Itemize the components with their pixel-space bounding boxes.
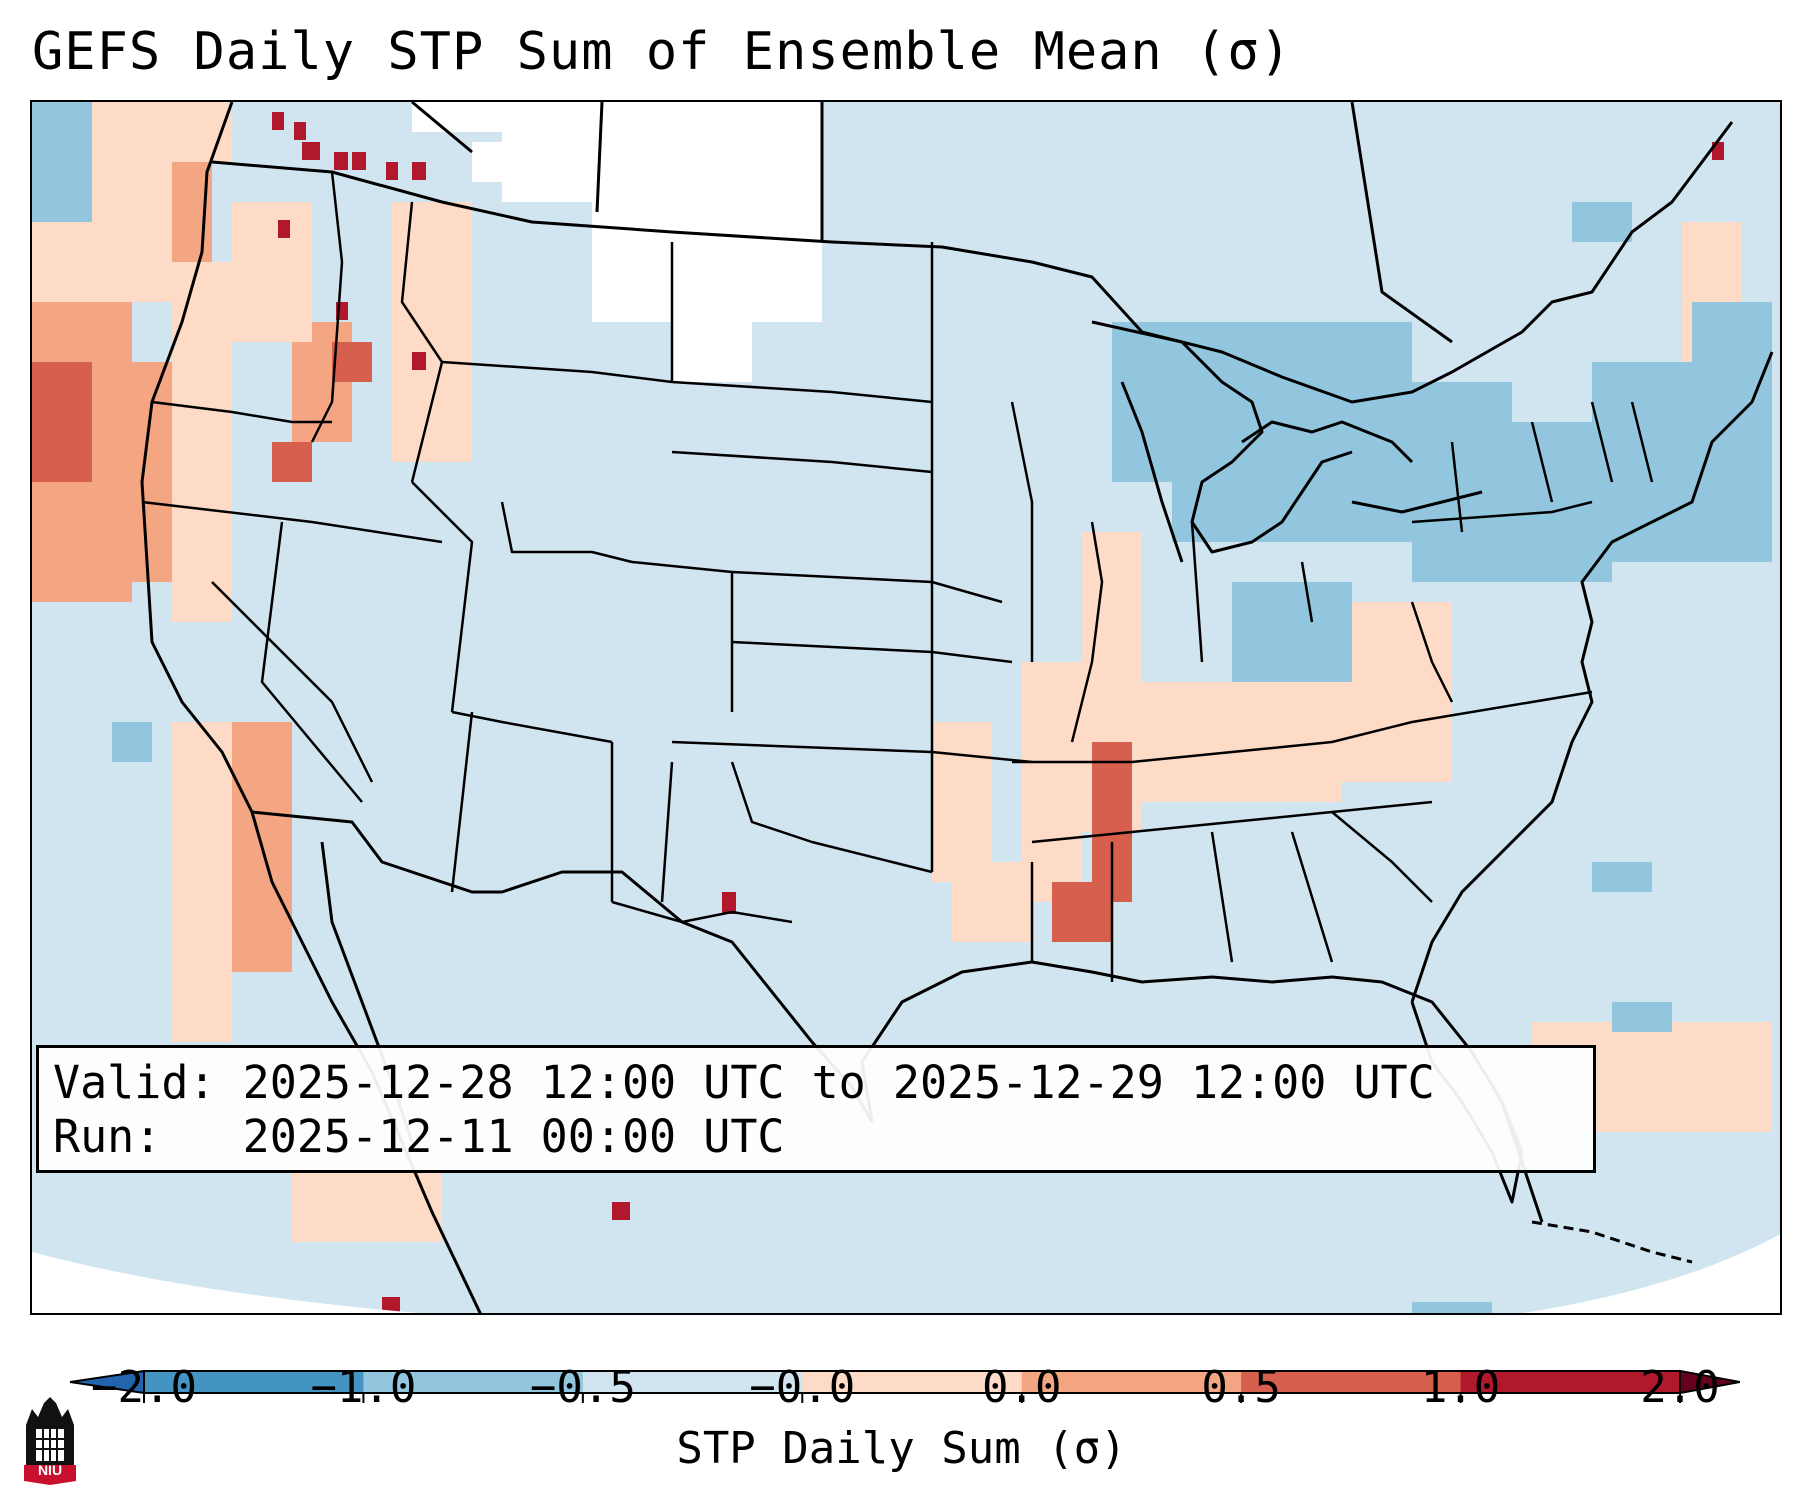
colorbar-tick-label: 0.5 xyxy=(1201,1362,1281,1413)
colorbar-label: STP Daily Sum (σ) xyxy=(676,1423,1127,1474)
colorbar xyxy=(70,1369,1740,1403)
colorbar-bin xyxy=(802,1371,1023,1393)
colorbar-bin xyxy=(1460,1371,1681,1393)
run-value: 2025-12-11 00:00 UTC xyxy=(242,1110,785,1163)
niu-tower-logo-icon xyxy=(24,1397,76,1485)
colorbar-tick-label: −0.0 xyxy=(749,1362,856,1413)
colorbar-tick-label: 2.0 xyxy=(1640,1362,1720,1413)
colorbar-bin xyxy=(363,1371,584,1393)
colorbar-tick-label: 1.0 xyxy=(1420,1362,1501,1413)
domain-edge xyxy=(32,1234,1780,1313)
colorbar-tick-label: −2.0 xyxy=(91,1362,197,1413)
anomaly-field xyxy=(32,102,1772,1313)
colorbar-tick-label: 0.0 xyxy=(981,1362,1062,1413)
validity-info-box: Valid: 2025-12-28 12:00 UTC to 2025-12-2… xyxy=(36,1045,1596,1173)
negative-anomaly-east xyxy=(32,102,1772,1313)
boundaries xyxy=(140,102,1774,1313)
colorbar-bin xyxy=(144,1371,364,1393)
near-zero-area xyxy=(412,102,822,382)
country-borders xyxy=(211,102,1734,1123)
colorbar-tick-label: −1.0 xyxy=(310,1362,417,1413)
colorbar-bin xyxy=(1241,1371,1462,1393)
run-label: Run: xyxy=(53,1110,162,1163)
valid-label: Valid: xyxy=(53,1056,216,1109)
moderate-positive-anomaly xyxy=(32,342,1132,942)
chart-title: GEFS Daily STP Sum of Ensemble Mean (σ) xyxy=(32,22,1292,82)
colorbar-tick-label: −0.5 xyxy=(529,1362,636,1413)
colorbar-bin xyxy=(1021,1371,1242,1393)
colorbar-bin xyxy=(582,1371,803,1393)
state-borders xyxy=(141,171,1654,982)
valid-value: 2025-12-28 12:00 UTC to 2025-12-29 12:00… xyxy=(242,1056,1435,1109)
logo-text: NIU xyxy=(37,1462,63,1478)
